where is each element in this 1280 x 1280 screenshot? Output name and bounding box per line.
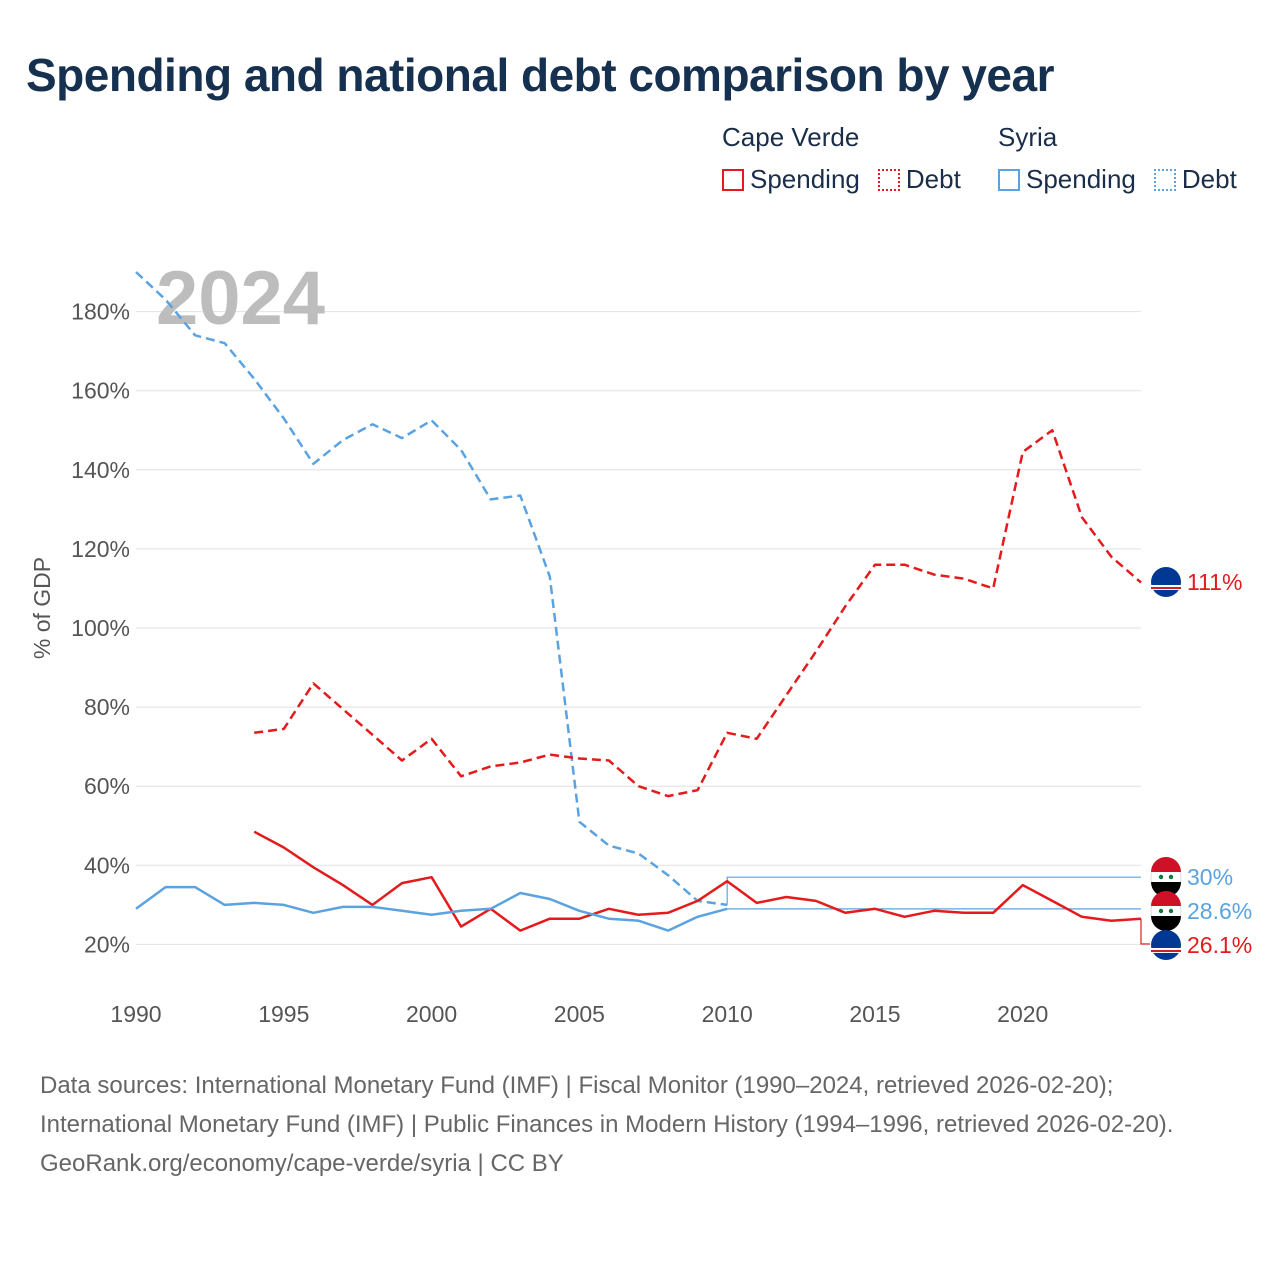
syria-flag-black-band <box>1151 916 1181 931</box>
syria-flag-red-band <box>1151 891 1181 906</box>
cape-verde-flag-icon <box>1151 567 1181 597</box>
cape-verde-flag-stripe <box>1151 587 1181 589</box>
line-chart: 20% 40% 60% 80% 100% 120% 140% 160% 180% 1990 1995… <box>29 256 1252 1027</box>
x-tick-label: 2005 <box>554 1001 605 1027</box>
syria-flag-star-icon <box>1168 874 1174 880</box>
end-value-label: 26.1% <box>1187 932 1252 958</box>
cv-spending-connector <box>1140 918 1150 945</box>
y-tick-label: 120% <box>71 536 130 562</box>
legend-swatch-dotted-icon <box>1153 168 1176 191</box>
legend-swatch-solid-icon <box>998 168 1020 191</box>
syria-flag-star-icon <box>1158 874 1164 880</box>
y-axis-label: % of GDP <box>29 557 55 659</box>
end-value-label: 111% <box>1187 569 1242 595</box>
credit-line: GeoRank.org/economy/cape-verde/syria | C… <box>40 1150 564 1177</box>
x-tick-label: 1995 <box>258 1001 309 1027</box>
legend-label: Spending <box>750 164 860 194</box>
legend-swatch-dotted-icon <box>877 168 900 191</box>
footer: Data sources: International Monetary Fun… <box>40 1066 1240 1183</box>
y-tick-label: 80% <box>84 694 130 720</box>
x-tick-label: 2020 <box>997 1001 1048 1027</box>
cape-verde-flag-icon <box>1151 930 1181 960</box>
x-tick-label: 1990 <box>110 1001 161 1027</box>
y-tick-label: 180% <box>71 299 130 325</box>
x-tick-label: 2010 <box>702 1001 753 1027</box>
legend-cape-verde-debt[interactable]: Debt <box>877 164 961 195</box>
syria-flag-star-icon <box>1168 908 1174 914</box>
cape-verde-flag-stripe <box>1151 950 1181 952</box>
series-line-cape-verde-debt <box>254 428 1142 798</box>
legend-cape-verde: Cape Verde Spending Debt <box>722 122 979 195</box>
y-tick-label: 100% <box>71 615 130 641</box>
legend-syria: Syria Spending Debt <box>998 122 1237 195</box>
y-tick-label: 60% <box>84 773 130 799</box>
y-tick-label: 160% <box>71 378 130 404</box>
year-watermark: 2024 <box>156 256 325 341</box>
series-line-syria-spending <box>135 885 728 932</box>
data-sources: Data sources: International Monetary Fun… <box>40 1072 1174 1138</box>
end-value-label: 30% <box>1187 864 1233 890</box>
x-tick-label: 2000 <box>406 1001 457 1027</box>
series-line-syria-debt <box>135 271 728 907</box>
y-tick-label: 40% <box>84 852 130 878</box>
legend-syria-spending[interactable]: Spending <box>998 164 1136 195</box>
chart-title: Spending and national debt comparison by… <box>26 49 1055 101</box>
legend-label: Debt <box>1181 164 1237 194</box>
end-value-label: 28.6% <box>1187 898 1252 924</box>
legend-swatch-solid-icon <box>722 168 744 191</box>
series-line-cape-verde-spending <box>253 830 1142 932</box>
syria-debt-connector <box>726 876 1141 905</box>
x-tick-label: 2015 <box>849 1001 900 1027</box>
legend-country-syria: Syria <box>998 122 1058 152</box>
y-tick-label: 20% <box>84 931 130 957</box>
legend-label: Spending <box>1026 164 1136 194</box>
syria-flag-red-band <box>1151 857 1181 872</box>
legend-cape-verde-spending[interactable]: Spending <box>722 164 860 195</box>
syria-flag-star-icon <box>1158 908 1164 914</box>
y-tick-label: 140% <box>71 457 130 483</box>
legend-country-cape-verde: Cape Verde <box>722 122 860 152</box>
legend-syria-debt[interactable]: Debt <box>1153 164 1237 195</box>
legend-label: Debt <box>905 164 961 194</box>
